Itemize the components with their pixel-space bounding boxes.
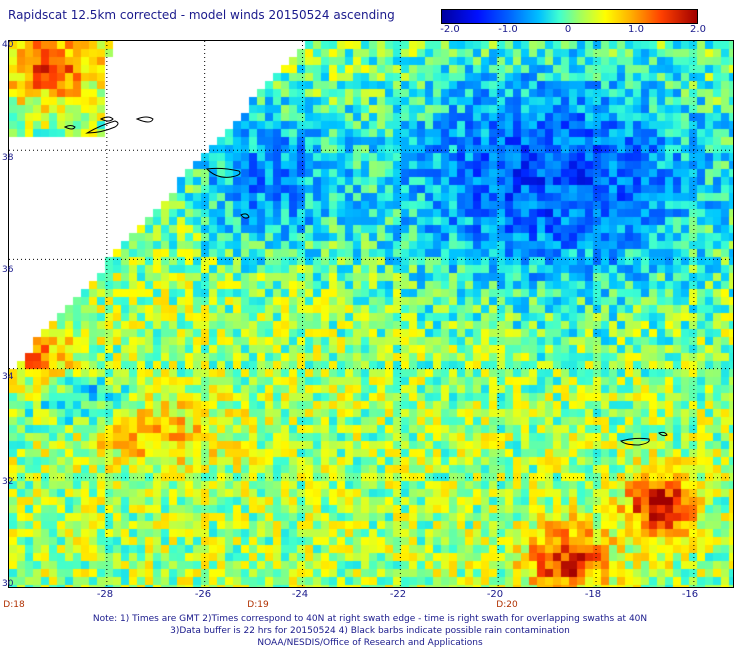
lon-label-m20: -20 (486, 589, 504, 600)
coastlines (63, 116, 668, 446)
note-line-2: 3)Data buffer is 22 hrs for 20150524 4) … (170, 626, 570, 636)
chart-title: Rapidscat 12.5km corrected - model winds… (8, 8, 395, 22)
wind-field-raster (9, 41, 733, 587)
lat-label-34: 34 (2, 372, 14, 382)
lon-label-m16: -16 (681, 589, 699, 600)
colorbar-label-max: 2.0 (690, 24, 706, 35)
map-overlay (9, 41, 733, 587)
lon-label-m18: -18 (584, 589, 602, 600)
azores-island-3 (99, 116, 114, 122)
lon-label-m28: -28 (96, 589, 114, 600)
lat-label-38: 38 (2, 153, 14, 163)
azores-island-4 (135, 116, 154, 123)
lat-label-32: 32 (2, 477, 14, 487)
azores-island-1 (63, 125, 76, 130)
lon-label-m26: -26 (194, 589, 212, 600)
azores-island-2 (85, 120, 119, 134)
time-label-d20: D:20 (496, 600, 518, 610)
colorbar-label-min: -2.0 (440, 24, 460, 35)
note-line-3: NOAA/NESDIS/Office of Research and Appli… (257, 638, 483, 648)
note-line-1: Note: 1) Times are GMT 2)Times correspon… (92, 614, 648, 624)
lon-label-m22: -22 (389, 589, 407, 600)
time-label-d18: D:18 (3, 600, 25, 610)
canary-island-1 (620, 437, 650, 446)
colorbar-label-neg1: -1.0 (498, 24, 518, 35)
lon-label-m24: -24 (291, 589, 309, 600)
lat-label-30: 30 (2, 579, 14, 589)
porto-santo-island (240, 213, 250, 219)
time-label-d19: D:19 (247, 600, 269, 610)
madeira-island (205, 167, 241, 178)
lat-label-36: 36 (2, 265, 14, 275)
canary-island-2 (658, 431, 668, 437)
graticule (9, 41, 733, 587)
wind-difference-map (8, 40, 734, 588)
lat-label-40: 40 (2, 40, 14, 50)
colorbar (441, 9, 698, 24)
colorbar-label-pos1: 1.0 (628, 24, 644, 35)
colorbar-label-zero: 0 (564, 24, 572, 35)
